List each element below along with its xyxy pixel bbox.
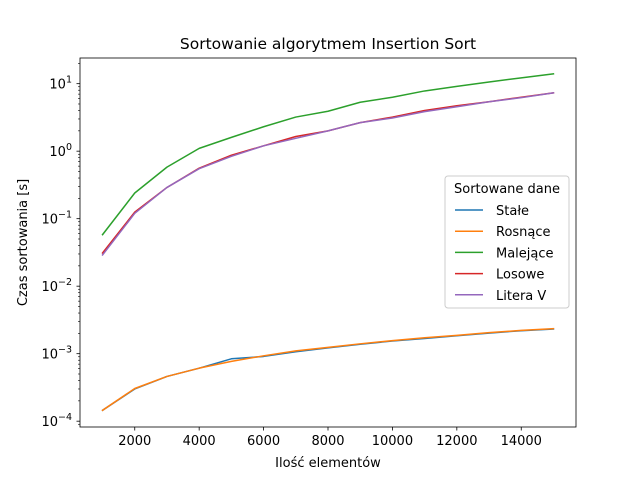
x-tick-label: 2000 [118,434,151,449]
legend-box [444,175,570,309]
x-tick-label: 10000 [372,434,413,449]
legend-label: Stałe [496,204,529,219]
legend: Sortowane dane Stałe Rosnące Malejące Losow… [444,175,570,309]
y-tick-label: 10−2 [41,277,72,295]
chart-title: Sortowanie algorytmem Insertion Sort [180,35,476,53]
x-axis-ticks: 2000 4000 6000 8000 10000 12000 14000 [118,427,542,449]
x-tick-label: 12000 [436,434,477,449]
x-axis-label: Ilość elementów [275,456,381,471]
legend-entries: Stałe Rosnące Malejące Losowe Litera V [455,204,554,304]
series-layer [101,72,555,412]
series-line-4 [101,92,555,257]
y-tick-label: 101 [49,75,72,93]
y-tick-label: 10−1 [41,210,72,228]
legend-label: Litera V [496,289,546,304]
x-tick-label: 8000 [311,434,344,449]
legend-label: Rosnące [496,225,551,240]
series-line-1 [101,327,555,412]
y-axis-ticks: 10−4 10−3 10−2 10−1 100 101 [41,63,80,430]
y-axis-label: Czas sortowania [s] [16,179,31,306]
y-tick-label: 100 [49,142,72,160]
legend-title: Sortowane dane [454,182,560,197]
series-line-2 [101,72,555,236]
x-tick-label: 4000 [183,434,216,449]
y-tick-label: 10−4 [41,412,72,430]
y-tick-label: 10−3 [41,345,72,363]
x-tick-label: 14000 [501,434,542,449]
plot-area [79,57,577,428]
legend-label: Losowe [496,268,544,283]
legend-label: Malejące [496,246,554,261]
x-tick-label: 6000 [247,434,280,449]
